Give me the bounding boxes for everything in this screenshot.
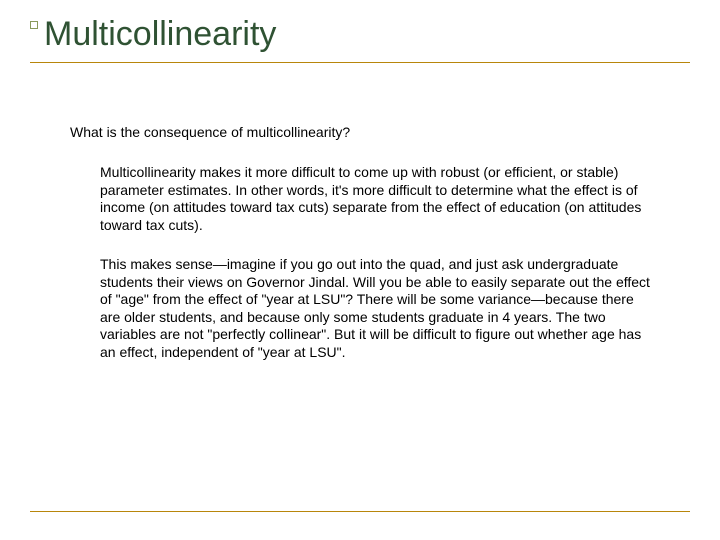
title-underline	[30, 62, 690, 63]
slide-title: Multicollinearity	[38, 15, 690, 54]
body-content: What is the consequence of multicollinea…	[30, 124, 690, 361]
paragraph-1: Multicollinearity makes it more difficul…	[70, 164, 660, 234]
title-accent-square	[30, 21, 38, 29]
paragraph-2: This makes sense—imagine if you go out i…	[70, 256, 660, 361]
lead-question: What is the consequence of multicollinea…	[70, 124, 660, 140]
title-container: Multicollinearity	[30, 15, 690, 54]
bottom-underline	[30, 511, 690, 512]
slide: Multicollinearity What is the consequenc…	[0, 0, 720, 540]
